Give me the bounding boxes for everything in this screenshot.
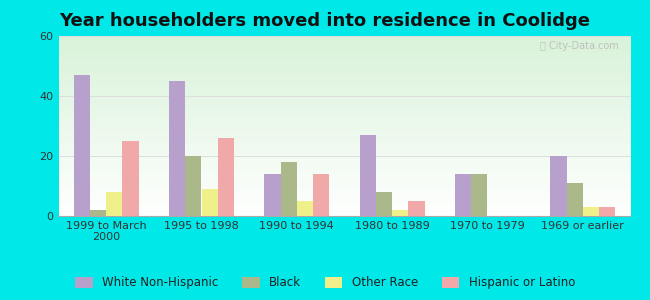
Bar <box>471 174 488 216</box>
Bar <box>218 138 234 216</box>
Text: Year householders moved into residence in Coolidge: Year householders moved into residence i… <box>60 12 590 30</box>
Bar <box>73 75 90 216</box>
Bar <box>376 192 392 216</box>
Bar <box>90 210 106 216</box>
Bar <box>313 174 330 216</box>
Bar <box>567 183 583 216</box>
Bar <box>122 141 138 216</box>
Bar <box>599 207 616 216</box>
Bar <box>408 201 424 216</box>
Bar <box>583 207 599 216</box>
Bar <box>202 189 218 216</box>
Bar <box>281 162 297 216</box>
Text: ⓘ City-Data.com: ⓘ City-Data.com <box>540 41 619 51</box>
Bar <box>551 156 567 216</box>
Legend: White Non-Hispanic, Black, Other Race, Hispanic or Latino: White Non-Hispanic, Black, Other Race, H… <box>70 272 580 294</box>
Bar <box>265 174 281 216</box>
Bar <box>392 210 408 216</box>
Bar <box>169 81 185 216</box>
Bar <box>359 135 376 216</box>
Bar <box>185 156 202 216</box>
Bar <box>455 174 471 216</box>
Bar <box>106 192 122 216</box>
Bar <box>297 201 313 216</box>
